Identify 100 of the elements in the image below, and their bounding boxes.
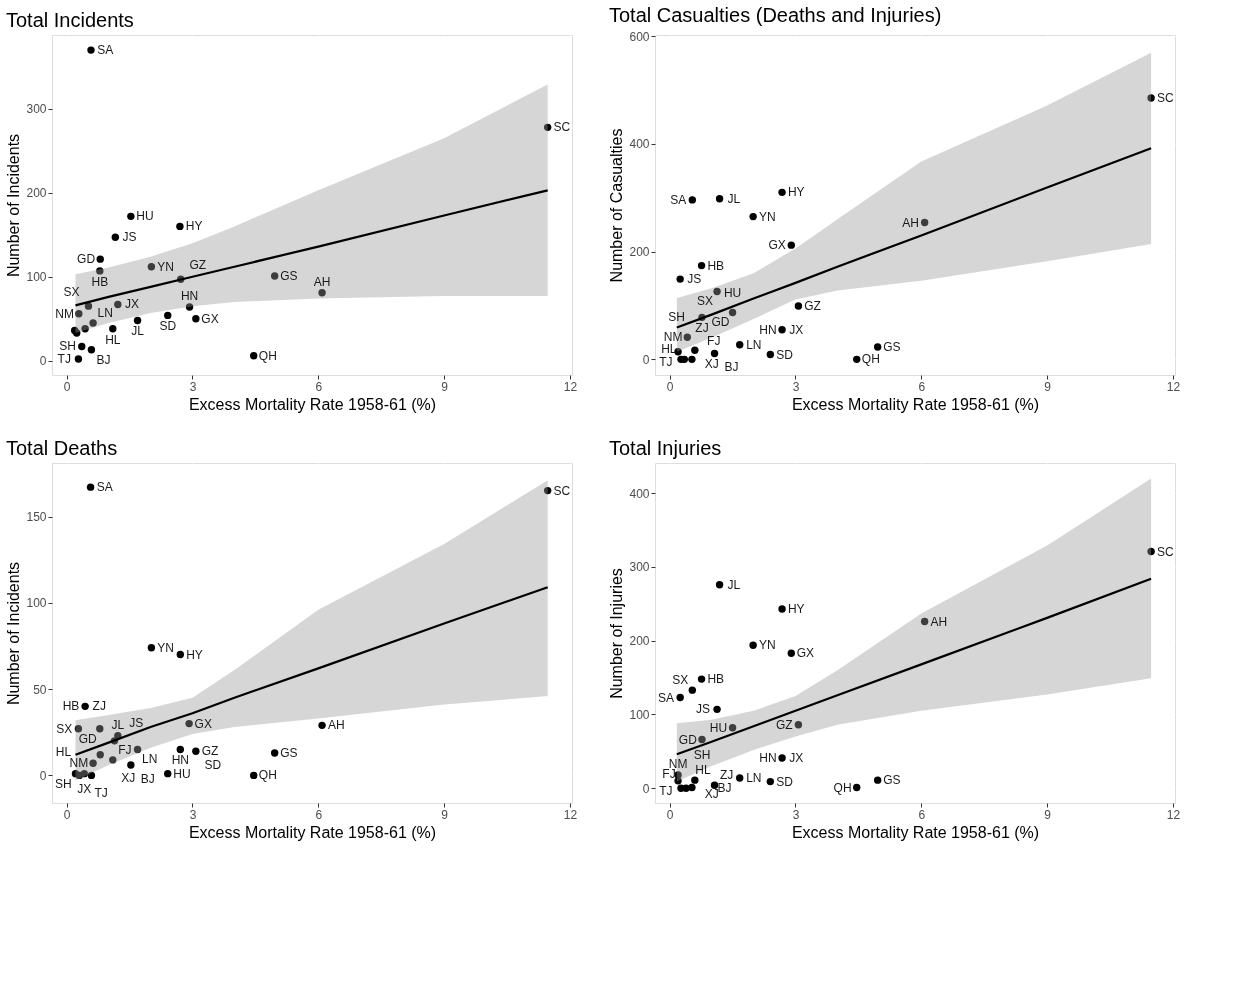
annotation: SX bbox=[56, 721, 73, 736]
annotation: BJ bbox=[717, 780, 732, 795]
annotation: NM bbox=[69, 756, 89, 771]
x-tick-label: 6 bbox=[315, 379, 323, 394]
x-tick-label: 9 bbox=[1044, 379, 1052, 394]
x-tick-label: 9 bbox=[441, 807, 449, 822]
annotation: SC bbox=[1156, 544, 1174, 559]
annotation: HL bbox=[661, 342, 677, 357]
annotation: GD bbox=[678, 732, 698, 747]
annotation: SA bbox=[657, 690, 675, 705]
y-tick-label: 300 bbox=[26, 102, 47, 117]
x-axis-title: Excess Mortality Rate 1958-61 (%) bbox=[791, 823, 1040, 841]
x-axis-title: Excess Mortality Rate 1958-61 (%) bbox=[791, 395, 1040, 413]
annotation: SA bbox=[97, 43, 114, 58]
annotation: GX bbox=[194, 716, 212, 731]
annotation: GS bbox=[280, 268, 298, 283]
y-tick-label: 200 bbox=[629, 245, 650, 260]
annotation: BJ bbox=[724, 360, 739, 375]
annotation: BJ bbox=[96, 352, 111, 367]
annotation: ZJ bbox=[92, 699, 106, 714]
annotation: GD bbox=[711, 315, 730, 330]
annotation: FJ bbox=[707, 334, 721, 349]
x-tick-label: 0 bbox=[63, 379, 71, 394]
annotation: FJ bbox=[118, 742, 132, 757]
annotation: LN bbox=[746, 770, 762, 785]
annotation: GS bbox=[280, 745, 298, 760]
y-tick-label: 100 bbox=[26, 596, 47, 611]
annotation: XJ bbox=[121, 770, 136, 785]
annotation: SX bbox=[696, 294, 713, 309]
annotation: TJ bbox=[659, 354, 673, 369]
x-tick-label: 0 bbox=[666, 379, 674, 394]
annotation: HY bbox=[787, 185, 805, 200]
x-tick-label: 6 bbox=[315, 807, 323, 822]
annotation: LN bbox=[142, 752, 158, 767]
annotation: TJ bbox=[659, 783, 673, 798]
annotation: SC bbox=[553, 483, 571, 498]
x-tick-label: 3 bbox=[792, 379, 800, 394]
chart-title: Total Casualties (Deaths and Injuries) bbox=[608, 4, 942, 27]
y-tick-label: 100 bbox=[26, 270, 47, 285]
annotation: HU bbox=[136, 209, 154, 224]
y-tick-label: 0 bbox=[39, 354, 47, 369]
x-tick-label: 6 bbox=[918, 807, 926, 822]
annotation: HY bbox=[185, 219, 203, 234]
y-tick-label: 100 bbox=[629, 708, 650, 722]
annotation: AH bbox=[902, 215, 919, 230]
annotation: SX bbox=[63, 285, 80, 300]
annotation: HN bbox=[759, 751, 777, 766]
annotation: QH bbox=[258, 348, 277, 363]
chart-title: Total Injuries bbox=[608, 437, 722, 459]
x-tick-label: 6 bbox=[918, 379, 926, 394]
x-tick-label: 12 bbox=[563, 379, 578, 394]
x-tick-label: 12 bbox=[1166, 379, 1181, 394]
annotation: JL bbox=[111, 717, 125, 732]
annotation: JS bbox=[129, 715, 144, 730]
annotation: SC bbox=[553, 120, 571, 135]
annotation: SD bbox=[204, 758, 222, 773]
x-tick-label: 0 bbox=[63, 807, 71, 822]
annotation: NM bbox=[55, 306, 75, 321]
y-tick-label: 200 bbox=[629, 634, 650, 649]
annotation: HN bbox=[759, 322, 777, 337]
y-tick-label: 400 bbox=[629, 486, 650, 501]
annotation: GD bbox=[77, 252, 96, 267]
y-axis-title: Number of Casualties bbox=[608, 128, 626, 283]
annotation: SD bbox=[776, 347, 794, 362]
annotation: QH bbox=[833, 780, 852, 795]
annotation: JX bbox=[789, 322, 804, 337]
annotation: HU bbox=[723, 285, 742, 300]
annotation: HN bbox=[180, 289, 199, 303]
annotation: JX bbox=[124, 297, 140, 312]
y-axis-title: Number of Incidents bbox=[5, 133, 23, 278]
annotation: HU bbox=[709, 720, 728, 735]
annotation: QH bbox=[861, 352, 880, 367]
annotation: GX bbox=[201, 311, 219, 326]
x-tick-label: 0 bbox=[666, 807, 674, 822]
annotation: HL bbox=[695, 763, 711, 778]
y-tick-label: 600 bbox=[629, 29, 650, 44]
annotation: JX bbox=[77, 782, 92, 797]
annotation: SA bbox=[96, 480, 113, 495]
annotation: FJ bbox=[662, 767, 676, 782]
y-tick-label: 0 bbox=[39, 768, 47, 783]
y-tick-label: 50 bbox=[33, 682, 47, 697]
annotation: YN bbox=[157, 640, 174, 655]
annotation: GX bbox=[768, 238, 786, 253]
annotation: JL bbox=[131, 324, 145, 339]
x-axis-title: Excess Mortality Rate 1958-61 (%) bbox=[188, 395, 437, 413]
annotation: HY bbox=[186, 647, 203, 662]
annotation: HB bbox=[62, 699, 80, 714]
annotation: JS bbox=[695, 702, 710, 717]
annotation: SH bbox=[59, 339, 76, 354]
annotation: SD bbox=[159, 319, 177, 334]
annotation: GZ bbox=[201, 744, 219, 759]
x-tick-label: 3 bbox=[189, 379, 197, 394]
annotation: JS bbox=[122, 230, 137, 245]
annotation: LN bbox=[97, 305, 113, 320]
y-tick-label: 200 bbox=[26, 186, 47, 201]
x-tick-label: 12 bbox=[563, 807, 578, 822]
x-axis-title: Excess Mortality Rate 1958-61 (%) bbox=[188, 823, 437, 841]
annotation: GD bbox=[78, 731, 97, 746]
annotation: GX bbox=[796, 646, 815, 661]
annotation: JX bbox=[789, 751, 804, 766]
